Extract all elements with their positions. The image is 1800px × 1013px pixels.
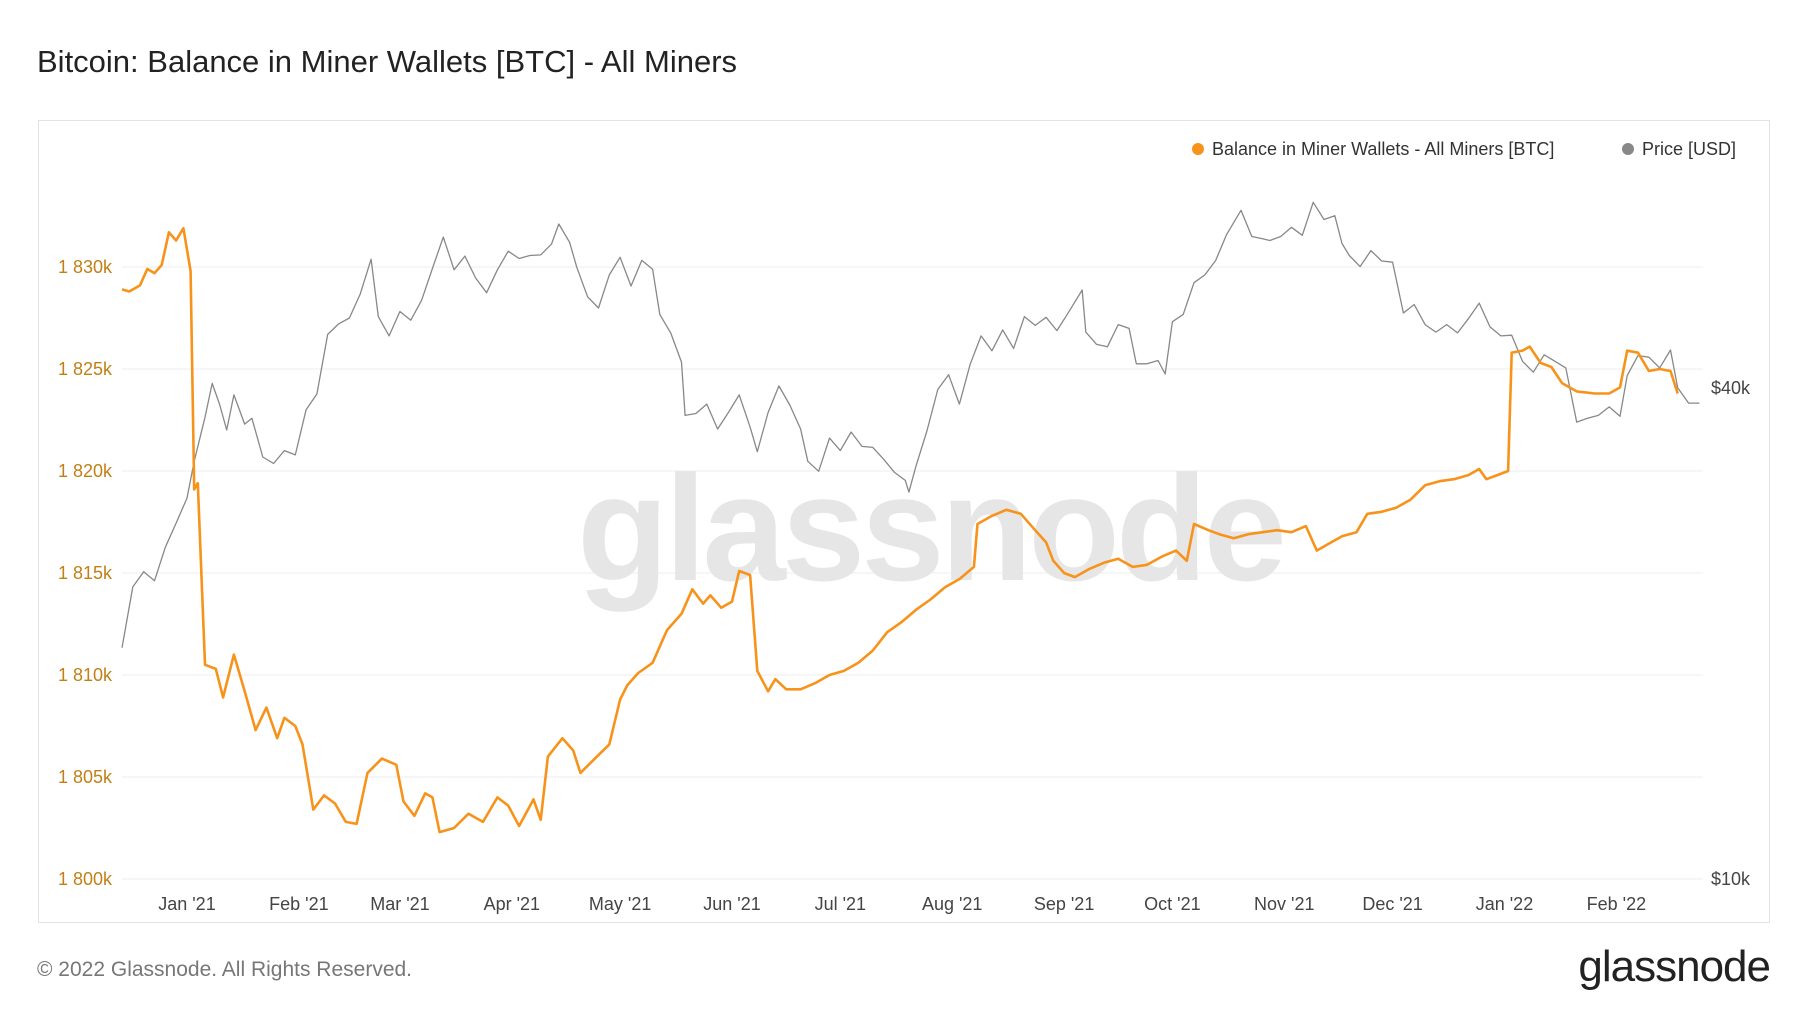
x-tick-label: Nov '21 [1254, 894, 1314, 914]
x-tick-label: Jul '21 [815, 894, 866, 914]
x-tick-label: Jun '21 [703, 894, 760, 914]
y-left-tick-label: 1 825k [58, 359, 113, 379]
x-tick-label: Apr '21 [484, 894, 540, 914]
y-left-tick-label: 1 805k [58, 767, 113, 787]
legend-label-balance[interactable]: Balance in Miner Wallets - All Miners [B… [1212, 139, 1554, 159]
balance-line[interactable] [121, 226, 1679, 834]
series-layer [121, 201, 1700, 834]
legend-label-price[interactable]: Price [USD] [1642, 139, 1736, 159]
x-tick-label: Jan '21 [158, 894, 215, 914]
watermark: glassnode [577, 444, 1283, 612]
x-tick-label: Feb '21 [269, 894, 328, 914]
x-tick-label: Sep '21 [1034, 894, 1095, 914]
x-tick-label: Feb '22 [1587, 894, 1646, 914]
x-tick-label: Mar '21 [370, 894, 429, 914]
y-left-tick-label: 1 810k [58, 665, 113, 685]
y-left-tick-label: 1 800k [58, 869, 113, 889]
y-left-tick-label: 1 815k [58, 563, 113, 583]
x-tick-label: Jan '22 [1476, 894, 1533, 914]
legend-dot-balance [1192, 143, 1204, 155]
x-tick-label: Aug '21 [922, 894, 983, 914]
y-left-tick-label: 1 830k [58, 257, 113, 277]
x-tick-label: Oct '21 [1144, 894, 1200, 914]
chart-frame [38, 120, 1770, 923]
axis-labels: 1 800k 1 805k 1 810k 1 815k 1 820k 1 825k 1 83… [58, 257, 1751, 914]
y-right-tick-label: $40k [1711, 378, 1751, 398]
x-tick-label: Dec '21 [1362, 894, 1422, 914]
brand-logo[interactable]: glassnode [1578, 942, 1771, 991]
y-left-tick-label: 1 820k [58, 461, 113, 481]
page-title: Bitcoin: Balance in Miner Wallets [BTC] … [37, 44, 738, 79]
legend-dot-price [1622, 143, 1634, 155]
copyright: © 2022 Glassnode. All Rights Reserved. [37, 958, 413, 981]
x-tick-label: May '21 [589, 894, 651, 914]
y-right-tick-label: $10k [1711, 869, 1751, 889]
gridlines [122, 266, 1703, 880]
price-line[interactable] [121, 201, 1700, 648]
legend[interactable]: Balance in Miner Wallets - All Miners [B… [1192, 139, 1736, 159]
